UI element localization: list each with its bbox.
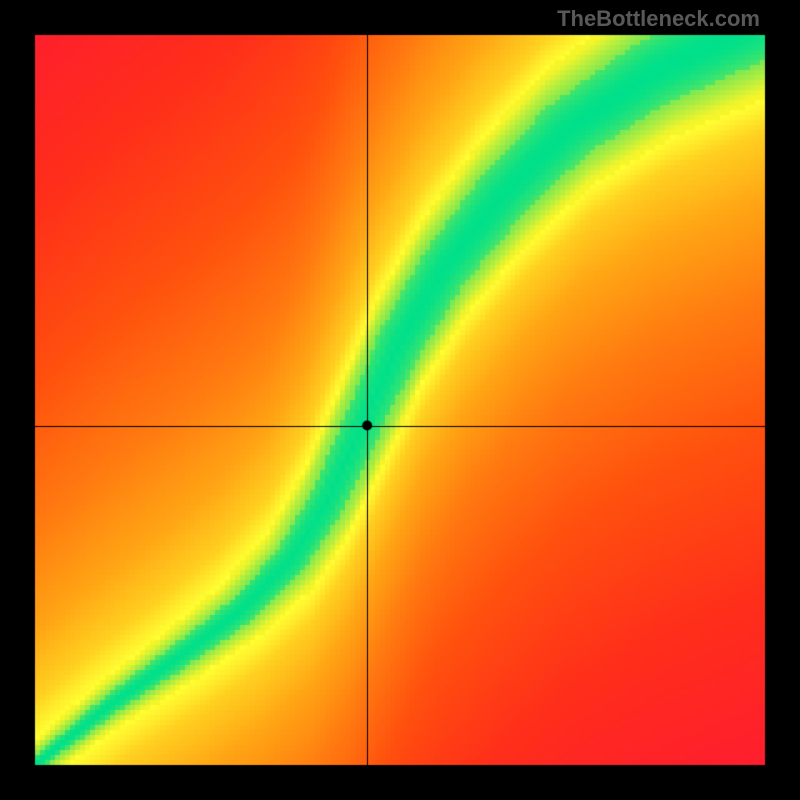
watermark-text: TheBottleneck.com (557, 6, 760, 32)
bottleneck-heatmap-chart: TheBottleneck.com (0, 0, 800, 800)
heatmap-canvas (0, 0, 800, 800)
